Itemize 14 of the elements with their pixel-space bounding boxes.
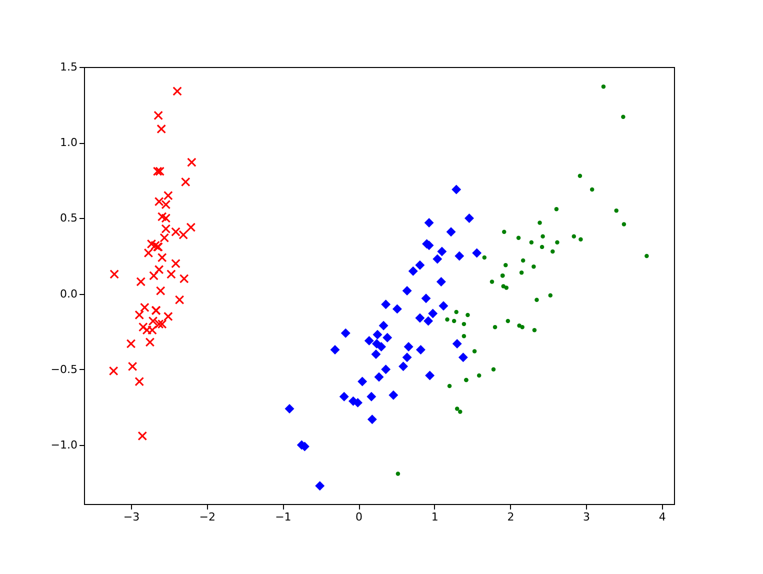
y-tick-label: 0.5 (60, 212, 78, 225)
y-tick-label: 0.0 (60, 287, 78, 300)
y-tick-label: 1.5 (60, 60, 78, 74)
x-tick-label: 4 (658, 510, 666, 524)
x-tick-label: −2 (199, 510, 216, 524)
y-tick-label: 1.0 (60, 136, 78, 150)
y-tick-label: −1.0 (50, 438, 78, 452)
x-tick-label: 0 (356, 510, 363, 524)
y-tick-label: −0.5 (50, 362, 78, 376)
x-tick-label: 3 (583, 510, 590, 524)
x-tick-label: −1 (275, 510, 292, 524)
x-tick-label: −3 (123, 510, 140, 524)
x-tick-label: 2 (507, 510, 514, 524)
x-tick-label: 1 (431, 510, 438, 524)
